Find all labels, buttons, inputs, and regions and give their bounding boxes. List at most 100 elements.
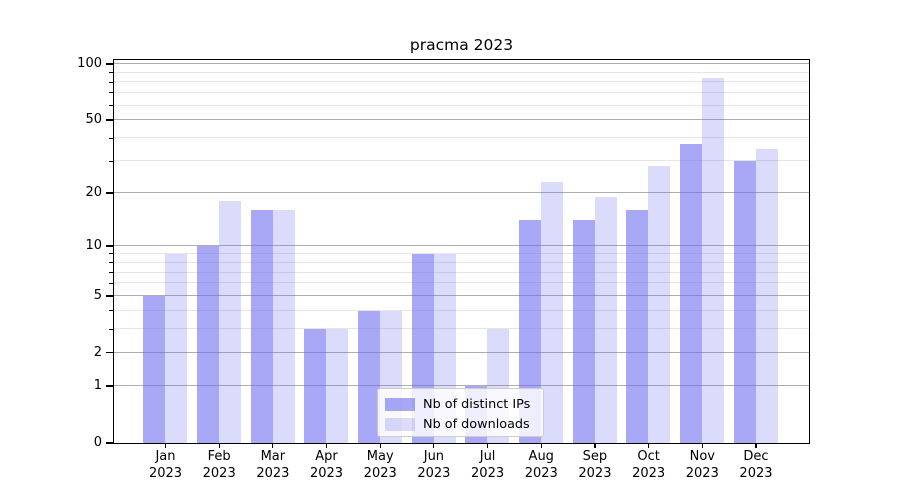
x-tick-label-year: 2023	[202, 465, 236, 481]
legend-label-downloads: Nb of downloads	[423, 416, 530, 432]
x-tick	[218, 443, 220, 448]
x-tick	[325, 443, 328, 448]
x-tick-label: Jan 2023	[138, 449, 194, 482]
x-tick-label: Jul 2023	[460, 449, 516, 482]
x-tick-label: Dec 2023	[728, 449, 784, 482]
x-tick-label-month: Dec	[743, 449, 769, 464]
bar-downloads-aug	[541, 181, 564, 443]
x-tick-label-month: Oct	[637, 449, 660, 464]
bar-downloads-oct	[648, 166, 671, 443]
y-tick	[106, 245, 113, 247]
y-tick-label: 10	[85, 238, 102, 254]
x-tick-label-month: Apr	[315, 449, 338, 464]
legend-item-distinct-ips: Nb of distinct IPs	[378, 394, 543, 414]
x-tick-label-month: May	[366, 449, 394, 464]
legend-label-distinct-ips: Nb of distinct IPs	[423, 396, 531, 412]
x-tick	[755, 443, 757, 448]
y-minor-tick	[109, 92, 113, 94]
x-tick-label: Nov 2023	[674, 449, 730, 482]
legend-item-downloads: Nb of downloads	[378, 414, 543, 434]
bar-downloads-dec	[755, 148, 778, 443]
y-tick-label: 2	[93, 344, 102, 360]
x-tick-label-year: 2023	[309, 465, 344, 481]
x-tick	[164, 443, 167, 448]
gridline-minor	[114, 271, 809, 273]
x-tick-label-month: Jul	[479, 449, 496, 464]
y-tick	[106, 192, 113, 194]
x-tick-label: Aug 2023	[513, 449, 569, 482]
bar-downloads-sep	[594, 196, 617, 443]
y-minor-tick	[109, 271, 113, 273]
y-minor-tick	[109, 137, 113, 139]
bar-downloads-apr	[326, 328, 349, 443]
x-tick-label: Apr 2023	[299, 449, 355, 482]
gridline-major	[114, 119, 809, 121]
x-tick-label-month: Nov	[689, 449, 715, 464]
bar-downloads-nov	[702, 77, 725, 443]
gridline-major	[114, 385, 809, 387]
x-tick	[379, 443, 381, 448]
x-tick-label-year: 2023	[363, 465, 397, 481]
bar-downloads-mar	[272, 210, 295, 443]
y-tick	[106, 63, 113, 65]
bar-distinct-ips-apr	[304, 328, 327, 443]
x-tick-label: Mar 2023	[245, 449, 301, 482]
bar-distinct-ips-aug	[519, 220, 542, 443]
gridline-minor	[114, 282, 809, 284]
plot-area	[113, 58, 810, 445]
y-minor-tick	[109, 282, 113, 284]
x-tick-label: Jun 2023	[406, 449, 462, 482]
gridline-major	[114, 352, 809, 354]
y-minor-tick	[109, 81, 113, 83]
x-tick-label: Oct 2023	[621, 449, 677, 482]
x-tick-label: May 2023	[352, 449, 408, 482]
x-tick	[540, 443, 542, 448]
gridline-minor	[114, 92, 809, 94]
y-tick-label: 100	[77, 56, 102, 71]
y-tick	[106, 442, 113, 444]
y-minor-tick	[109, 104, 113, 106]
bar-distinct-ips-mar	[250, 210, 273, 443]
y-tick-label: 1	[93, 378, 102, 394]
y-minor-tick	[109, 328, 113, 330]
gridline-minor	[114, 137, 809, 139]
y-tick	[106, 385, 113, 387]
y-tick	[106, 295, 113, 297]
gridline-minor	[114, 71, 809, 73]
y-minor-tick	[109, 72, 113, 73]
y-minor-tick	[109, 253, 113, 255]
x-tick-label-year: 2023	[417, 465, 451, 481]
x-tick-label-year: 2023	[685, 465, 719, 481]
gridline-major	[114, 192, 809, 194]
x-tick-label: Sep 2023	[567, 449, 623, 482]
x-tick-label-year: 2023	[632, 465, 666, 481]
gridline-minor	[114, 160, 809, 162]
x-tick-label-month: Aug	[528, 449, 554, 464]
y-tick-label: 50	[85, 112, 102, 128]
legend: Nb of distinct IPs Nb of downloads	[377, 388, 544, 437]
x-tick-label-month: Sep	[582, 449, 608, 464]
x-tick-label: Feb 2023	[191, 449, 247, 482]
bar-downloads-jan	[165, 253, 188, 443]
y-minor-tick	[109, 160, 113, 162]
gridline-minor	[114, 310, 809, 312]
x-tick-label-month: Feb	[207, 449, 231, 464]
y-minor-tick	[109, 262, 113, 263]
x-tick-label-year: 2023	[471, 465, 505, 481]
x-tick-label-month: Jan	[155, 449, 176, 464]
x-tick-label-year: 2023	[148, 465, 183, 481]
legend-swatch-downloads	[385, 417, 415, 431]
x-tick	[594, 443, 596, 448]
x-tick	[701, 443, 703, 448]
x-tick-label-month: Mar	[260, 449, 286, 464]
gridline-minor	[114, 261, 809, 263]
x-tick	[648, 443, 650, 448]
bar-distinct-ips-dec	[733, 160, 756, 443]
y-tick-label: 20	[85, 184, 102, 200]
x-tick-label-year: 2023	[578, 465, 612, 481]
bar-distinct-ips-oct	[626, 210, 649, 443]
gridline-major	[114, 63, 809, 65]
x-tick-label-year: 2023	[739, 465, 773, 481]
gridline-major	[114, 295, 809, 297]
gridline-minor	[114, 253, 809, 255]
